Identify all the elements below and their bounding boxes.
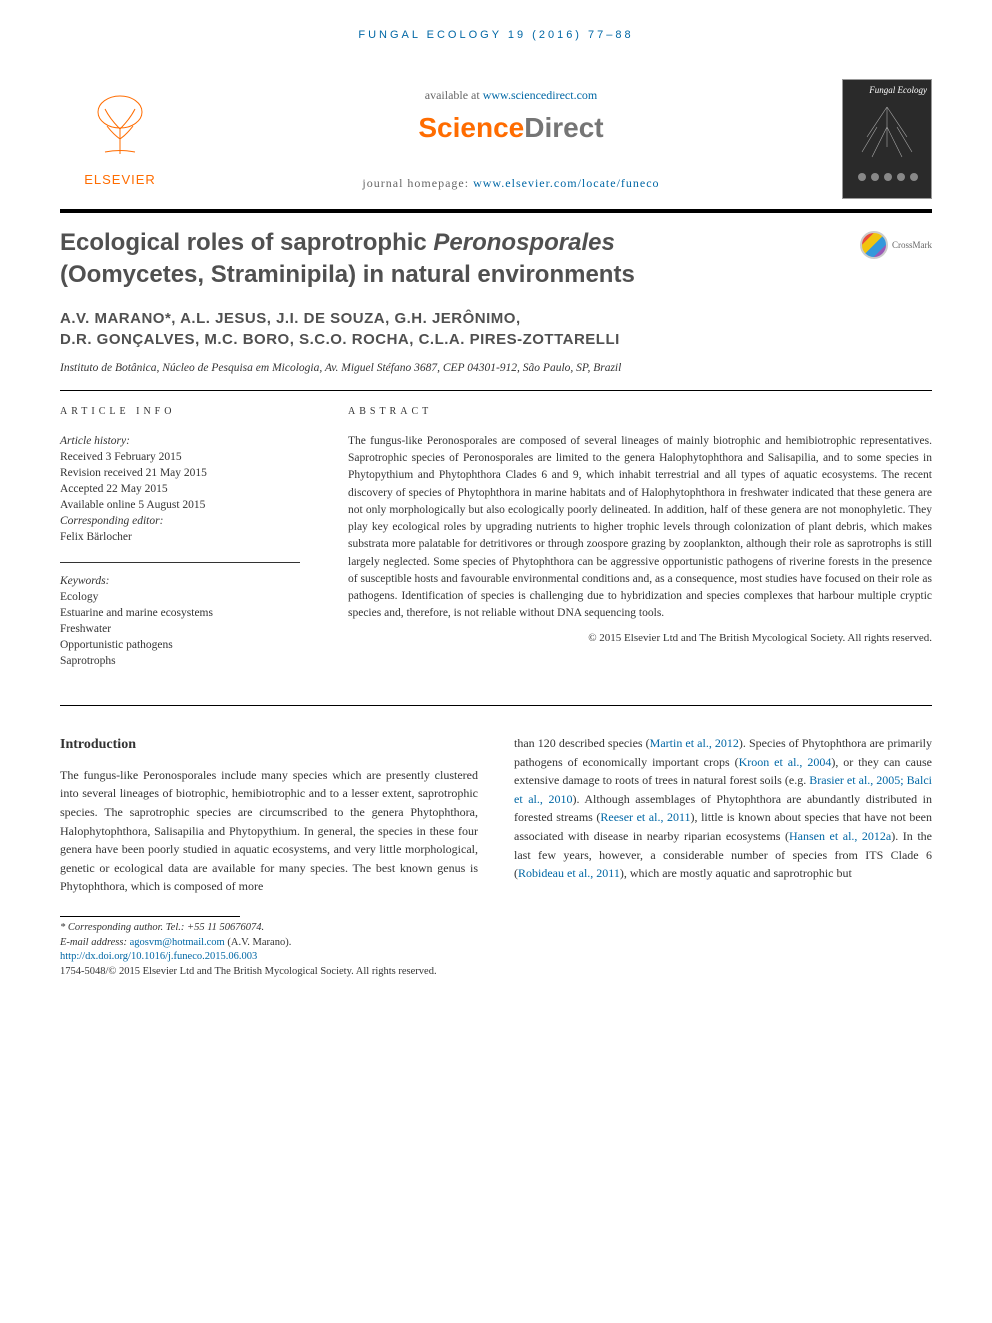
crossmark-badge[interactable]: CrossMark [860, 231, 932, 259]
crossmark-icon [860, 231, 888, 259]
body-column-right: than 120 described species (Martin et al… [514, 734, 932, 896]
homepage-link[interactable]: www.elsevier.com/locate/funeco [473, 176, 660, 190]
sd-science: Science [418, 112, 524, 143]
body-column-left: Introduction The fungus-like Peronospora… [60, 734, 478, 896]
footnotes: * Corresponding author. Tel.: +55 11 506… [0, 917, 992, 1000]
email-link[interactable]: agosvm@hotmail.com [130, 937, 225, 948]
journal-homepage: journal homepage: www.elsevier.com/locat… [180, 175, 842, 192]
txt: ), which are mostly aquatic and saprotro… [620, 866, 852, 880]
abstract-text: The fungus-like Peronosporales are compo… [348, 433, 932, 623]
body-columns: Introduction The fungus-like Peronospora… [0, 706, 992, 908]
affiliation: Instituto de Botânica, Núcleo de Pesquis… [0, 356, 992, 390]
available-prefix: available at [425, 88, 483, 102]
citation-link[interactable]: Kroon et al., 2004 [739, 755, 832, 769]
sciencedirect-link[interactable]: www.sciencedirect.com [483, 88, 598, 102]
abstract-heading: ABSTRACT [348, 405, 932, 419]
journal-cover-thumbnail: Fungal Ecology [842, 79, 932, 199]
email-label: E-mail address: [60, 937, 130, 948]
article-title-block: Ecological roles of saprotrophic Peronos… [0, 213, 992, 289]
citation-link[interactable]: Hansen et al., 2012a [789, 829, 891, 843]
title-line1: Ecological roles of saprotrophic [60, 229, 433, 256]
keywords-block: Keywords: Ecology Estuarine and marine e… [60, 573, 300, 670]
title-line1-italic: Peronosporales [433, 229, 614, 256]
keywords-label: Keywords: [60, 573, 300, 589]
article-info-heading: ARTICLE INFO [60, 405, 300, 419]
keyword: Freshwater [60, 621, 300, 637]
cover-title: Fungal Ecology [847, 84, 927, 97]
citation-link[interactable]: Reeser et al., 2011 [600, 810, 690, 824]
history-label: Article history: [60, 433, 300, 449]
authors-line1: A.V. MARANO*, A.L. JESUS, J.I. DE SOUZA,… [60, 308, 932, 329]
sd-direct: Direct [524, 112, 603, 143]
doi-link[interactable]: http://dx.doi.org/10.1016/j.funeco.2015.… [60, 950, 932, 965]
online-date: Available online 5 August 2015 [60, 497, 300, 513]
page-header: FUNGAL ECOLOGY 19 (2016) 77–88 [0, 0, 992, 79]
revised-date: Revision received 21 May 2015 [60, 465, 300, 481]
article-title: Ecological roles of saprotrophic Peronos… [60, 227, 840, 289]
header-center: available at www.sciencedirect.com Scien… [180, 87, 842, 192]
history-block: Article history: Received 3 February 201… [60, 433, 300, 546]
corr-editor-label: Corresponding editor: [60, 513, 300, 529]
elsevier-logo: ELSEVIER [60, 89, 180, 189]
intro-paragraph-cont: than 120 described species (Martin et al… [514, 734, 932, 883]
corr-editor-name: Felix Bärlocher [60, 529, 300, 545]
keyword: Estuarine and marine ecosystems [60, 605, 300, 621]
journal-reference: FUNGAL ECOLOGY 19 (2016) 77–88 [60, 28, 932, 43]
available-at: available at www.sciencedirect.com [180, 87, 842, 104]
email-suffix: (A.V. Marano). [225, 937, 292, 948]
elsevier-text: ELSEVIER [84, 171, 156, 189]
elsevier-tree-icon [80, 89, 160, 169]
accepted-date: Accepted 22 May 2015 [60, 481, 300, 497]
corresponding-author: * Corresponding author. Tel.: +55 11 506… [60, 921, 932, 936]
keyword: Opportunistic pathogens [60, 637, 300, 653]
crossmark-label: CrossMark [892, 239, 932, 252]
cover-art-icon [847, 97, 927, 187]
citation-link[interactable]: Martin et al., 2012 [650, 736, 739, 750]
title-line2: (Oomycetes, Straminipila) in natural env… [60, 261, 635, 288]
txt: than 120 described species ( [514, 736, 650, 750]
abstract-column: ABSTRACT The fungus-like Peronosporales … [348, 405, 932, 685]
keyword: Ecology [60, 589, 300, 605]
intro-paragraph: The fungus-like Peronosporales include m… [60, 766, 478, 896]
authors: A.V. MARANO*, A.L. JESUS, J.I. DE SOUZA,… [0, 290, 992, 356]
citation-link[interactable]: Robideau et al., 2011 [518, 866, 620, 880]
email-line: E-mail address: agosvm@hotmail.com (A.V.… [60, 936, 932, 951]
info-hr [60, 562, 300, 563]
abstract-copyright: © 2015 Elsevier Ltd and The British Myco… [348, 631, 932, 646]
info-abstract-row: ARTICLE INFO Article history: Received 3… [0, 391, 992, 705]
homepage-prefix: journal homepage: [362, 176, 473, 190]
received-date: Received 3 February 2015 [60, 449, 300, 465]
issn-copyright: 1754-5048/© 2015 Elsevier Ltd and The Br… [60, 965, 932, 980]
keyword: Saprotrophs [60, 653, 300, 669]
header-box: ELSEVIER available at www.sciencedirect.… [0, 79, 992, 209]
sciencedirect-logo: ScienceDirect [180, 108, 842, 147]
article-info: ARTICLE INFO Article history: Received 3… [60, 405, 300, 685]
introduction-heading: Introduction [60, 734, 478, 756]
authors-line2: D.R. GONÇALVES, M.C. BORO, S.C.O. ROCHA,… [60, 329, 932, 350]
